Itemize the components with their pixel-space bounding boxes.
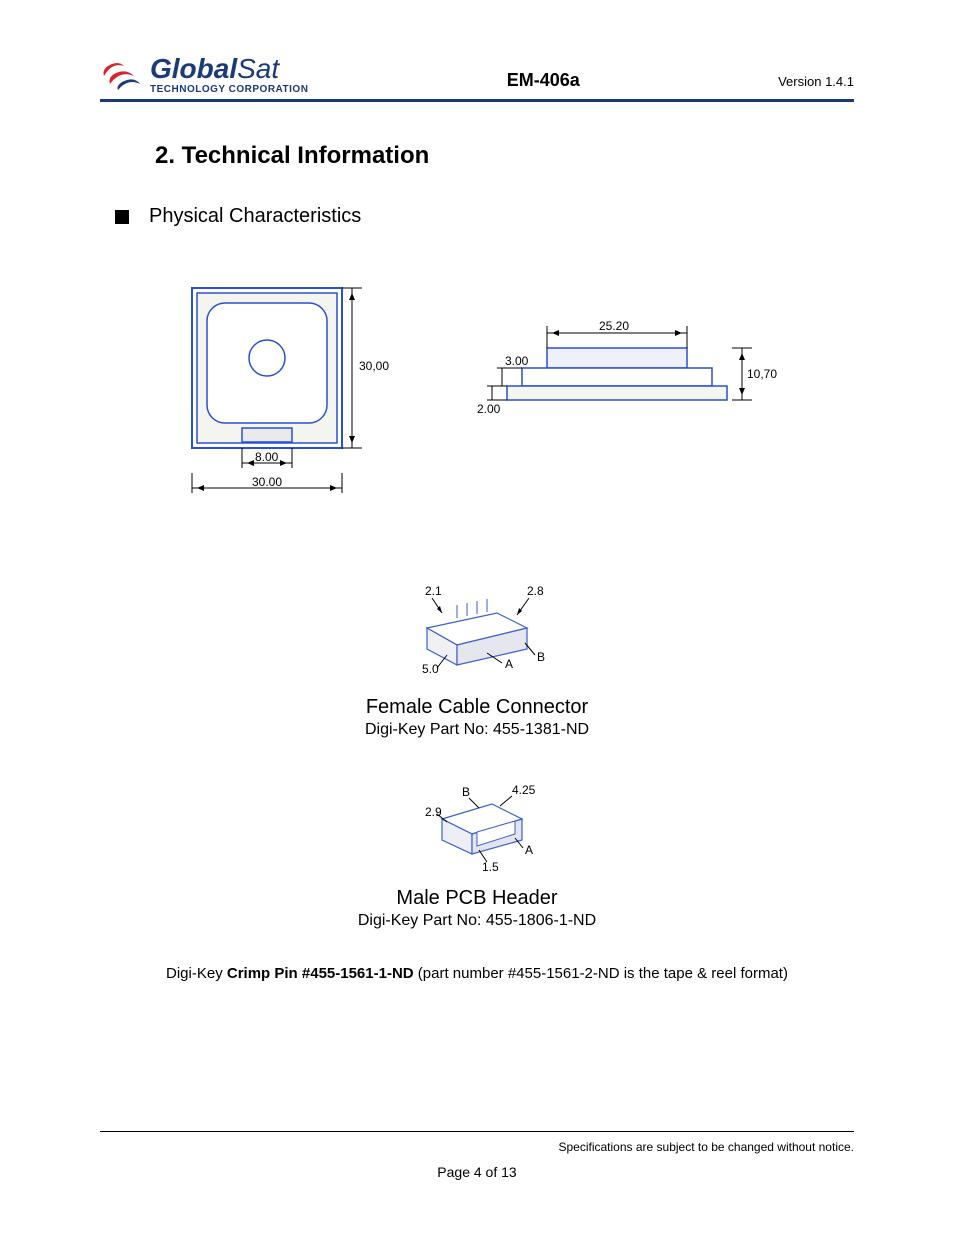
dim-step1: 3.00	[505, 354, 529, 368]
mechanical-diagrams: 30,00 8.00 30.00	[100, 278, 854, 513]
crimp-pin-note: Digi-Key Crimp Pin #455-1561-1-ND (part …	[100, 965, 854, 982]
logo-text: GlobalSat	[150, 55, 308, 83]
female-connector-diagram: 2.1 2.8 5.0 A B	[387, 573, 567, 683]
male-dim-a: 2.9	[425, 805, 442, 819]
page-number: Page 4 of 13	[100, 1164, 854, 1180]
dim-top-width: 25.20	[599, 319, 629, 333]
crimp-bold: Crimp Pin #455-1561-1-ND	[227, 965, 414, 982]
dim-step2: 2.00	[477, 402, 501, 416]
dim-slot: 8.00	[255, 450, 279, 464]
male-header-diagram: 2.9 4.25 1.5 B A	[397, 774, 557, 874]
page-header: GlobalSat TECHNOLOGY CORPORATION EM-406a…	[100, 55, 854, 102]
subsection-bullet: Physical Characteristics	[115, 205, 854, 228]
section-heading: 2. Technical Information	[155, 142, 854, 170]
crimp-suffix: (part number #455-1561-2-ND is the tape …	[414, 965, 788, 982]
male-header-title: Male PCB Header	[100, 887, 854, 910]
female-dim-b: 2.8	[527, 584, 544, 598]
male-label-a: A	[525, 843, 533, 857]
globalsat-logo-icon	[100, 56, 144, 94]
product-name: EM-406a	[507, 70, 580, 95]
crimp-prefix: Digi-Key	[166, 965, 227, 982]
male-header-block: 2.9 4.25 1.5 B A Male PCB Header Digi-Ke…	[100, 774, 854, 930]
female-label-b: B	[537, 650, 545, 664]
logo-subtitle: TECHNOLOGY CORPORATION	[150, 85, 308, 95]
logo-text-bold: Global	[150, 53, 237, 84]
female-dim-a: 2.1	[425, 584, 442, 598]
side-view-diagram: 25.20 10,70 3.00 2.00	[477, 308, 777, 513]
male-header-part: Digi-Key Part No: 455-1806-1-ND	[100, 912, 854, 930]
dim-width: 30.00	[252, 475, 282, 489]
female-connector-title: Female Cable Connector	[100, 696, 854, 719]
male-dim-c: 1.5	[482, 860, 499, 874]
version-label: Version 1.4.1	[778, 74, 854, 95]
footer-notice: Specifications are subject to be changed…	[558, 1140, 854, 1154]
square-bullet-icon	[115, 210, 129, 224]
logo: GlobalSat TECHNOLOGY CORPORATION	[100, 55, 308, 95]
female-label-a: A	[505, 657, 513, 671]
female-connector-block: 2.1 2.8 5.0 A B Female Cable Connector D…	[100, 573, 854, 739]
female-dim-c: 5.0	[422, 662, 439, 676]
logo-text-light: Sat	[237, 53, 279, 84]
male-label-b: B	[462, 785, 470, 799]
male-dim-b: 4.25	[512, 783, 536, 797]
page-footer: Specifications are subject to be changed…	[100, 1131, 854, 1180]
female-connector-part: Digi-Key Part No: 455-1381-ND	[100, 721, 854, 739]
subsection-title: Physical Characteristics	[149, 205, 361, 228]
top-view-diagram: 30,00 8.00 30.00	[177, 278, 407, 513]
dim-total-height: 10,70	[747, 367, 777, 381]
dim-height: 30,00	[359, 359, 389, 373]
